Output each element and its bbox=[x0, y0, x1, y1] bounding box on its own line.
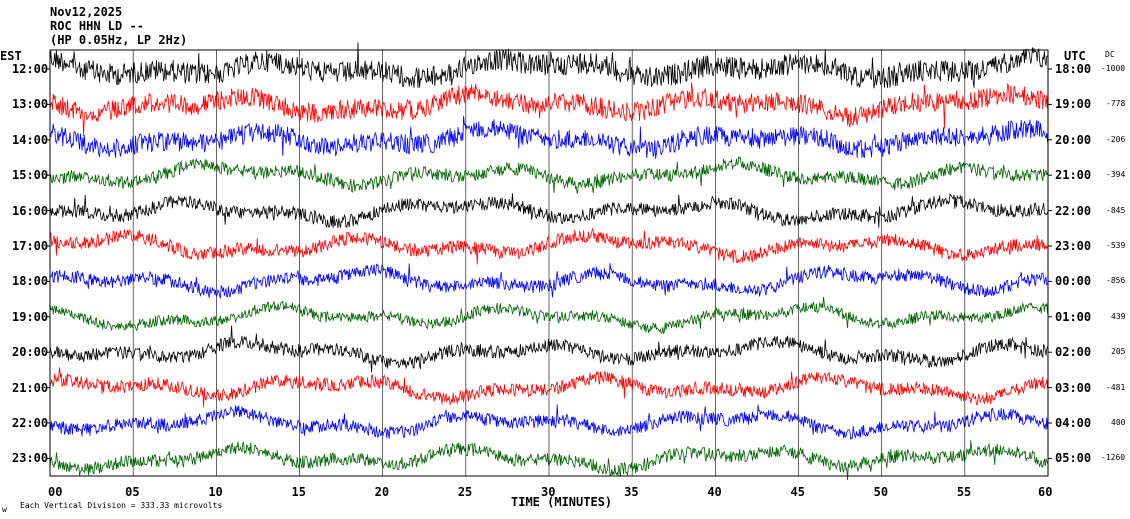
est-hour-label: 17:00 bbox=[12, 239, 49, 253]
dc-offset-label: -1000 bbox=[1101, 64, 1126, 73]
x-tick-label: 10 bbox=[208, 485, 223, 499]
x-tick-label: 15 bbox=[291, 485, 306, 499]
x-tick-label: 00 bbox=[48, 485, 63, 499]
est-hour-label: 23:00 bbox=[12, 451, 49, 466]
trace-1600 bbox=[49, 193, 1048, 229]
minute-gridlines bbox=[132, 50, 966, 476]
x-tick-label: 55 bbox=[956, 485, 972, 499]
utc-hour-label: 03:00 bbox=[1055, 380, 1092, 395]
est-hour-label: 14:00 bbox=[12, 132, 49, 147]
trace-1700 bbox=[49, 227, 1048, 265]
dc-offset-label: -481 bbox=[1106, 382, 1126, 392]
utc-hour-label: 05:00 bbox=[1055, 451, 1092, 466]
dc-offset-label: 439 bbox=[1111, 311, 1126, 321]
x-axis-label: TIME (MINUTES) bbox=[511, 495, 613, 509]
trace-1200 bbox=[49, 42, 1048, 89]
dc-offset-label: -394 bbox=[1106, 170, 1126, 180]
dc-offset-label: 205 bbox=[1111, 347, 1126, 357]
dc-offset-label: 400 bbox=[1111, 418, 1126, 427]
trace-1900 bbox=[49, 296, 1048, 335]
trace-1400 bbox=[49, 115, 1048, 159]
utc-hour-label: 22:00 bbox=[1055, 203, 1092, 218]
utc-hour-label: 18:00 bbox=[1055, 62, 1092, 76]
x-tick-label: 20 bbox=[374, 485, 390, 499]
plot-frame bbox=[49, 49, 1049, 477]
est-hour-label: 16:00 bbox=[12, 203, 49, 218]
trace-2200 bbox=[49, 404, 1048, 441]
dc-offset-label: -856 bbox=[1106, 276, 1126, 286]
seismic-traces bbox=[49, 42, 1048, 481]
utc-hour-label: 02:00 bbox=[1055, 345, 1092, 360]
est-hour-label: 18:00 bbox=[12, 274, 49, 289]
trace-1800 bbox=[49, 262, 1048, 299]
est-hour-label: 22:00 bbox=[12, 416, 49, 430]
x-tick-label: 05 bbox=[125, 485, 140, 499]
trace-1300 bbox=[49, 82, 1048, 137]
trace-1500 bbox=[49, 155, 1048, 194]
record-date: Nov12,2025 bbox=[50, 5, 123, 19]
utc-hour-label: 04:00 bbox=[1055, 416, 1092, 430]
x-tick-label: 30 bbox=[541, 485, 556, 499]
x-tick-label: 35 bbox=[624, 485, 639, 499]
x-tick-label: 40 bbox=[707, 485, 722, 499]
est-hour-label: 19:00 bbox=[12, 309, 49, 324]
est-hour-label: 12:00 bbox=[12, 62, 49, 76]
trace-2300 bbox=[49, 440, 1048, 481]
utc-hour-label: 23:00 bbox=[1055, 239, 1092, 253]
trace-2100 bbox=[49, 367, 1048, 408]
station-id: ROC HHN LD -- bbox=[50, 19, 144, 33]
footer-mark: w bbox=[2, 505, 7, 514]
utc-axis-title: UTC bbox=[1064, 49, 1086, 63]
dc-axis-title: DC bbox=[1105, 50, 1115, 59]
utc-hour-label: 20:00 bbox=[1055, 132, 1092, 147]
est-hour-label: 20:00 bbox=[12, 345, 49, 360]
x-tick-label: 50 bbox=[873, 485, 889, 499]
dc-offset-label: -206 bbox=[1106, 134, 1126, 144]
dc-offset-label: -778 bbox=[1106, 99, 1126, 109]
x-tick-label: 45 bbox=[790, 485, 805, 499]
utc-hour-label: 19:00 bbox=[1055, 97, 1092, 112]
utc-hour-label: 01:00 bbox=[1055, 309, 1092, 324]
est-axis-title: EST bbox=[0, 49, 22, 63]
trace-2000 bbox=[49, 325, 1048, 373]
x-tick-label: 25 bbox=[457, 485, 473, 499]
est-hour-label: 15:00 bbox=[12, 168, 49, 183]
x-tick-label: 60 bbox=[1038, 485, 1053, 499]
est-hour-label: 21:00 bbox=[12, 380, 49, 395]
utc-hour-label: 21:00 bbox=[1055, 168, 1092, 183]
dc-offset-label: -539 bbox=[1106, 241, 1126, 250]
tick-marks bbox=[46, 68, 1052, 459]
est-hour-label: 13:00 bbox=[12, 97, 49, 112]
filter-note: (HP 0.05Hz, LP 2Hz) bbox=[50, 33, 188, 47]
dc-offset-label: -1260 bbox=[1101, 453, 1126, 463]
dc-offset-label: -845 bbox=[1106, 205, 1126, 215]
vertical-division-note: Each Vertical Division = 333.33 microvol… bbox=[20, 501, 223, 510]
utc-hour-label: 00:00 bbox=[1055, 274, 1092, 289]
